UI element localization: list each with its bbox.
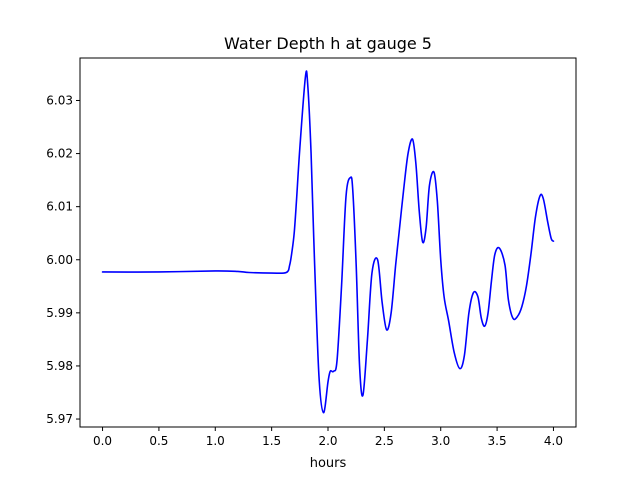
data-layer <box>101 70 555 414</box>
x-tick-label: 1.0 <box>206 434 225 448</box>
y-tick-label: 5.97 <box>46 412 73 426</box>
x-tick-label: 2.0 <box>318 434 337 448</box>
x-axis-ticks: 0.0 0.5 1.0 1.5 2.0 2.5 3.0 3.5 4.0 <box>93 427 563 448</box>
x-tick-label: 4.0 <box>544 434 563 448</box>
x-tick-label: 0.5 <box>149 434 168 448</box>
x-tick-label: 1.5 <box>262 434 281 448</box>
water-depth-series-line <box>101 70 555 414</box>
y-tick-label: 6.03 <box>46 93 73 107</box>
y-tick-label: 5.99 <box>46 306 73 320</box>
x-tick-label: 2.5 <box>375 434 394 448</box>
y-tick-label: 6.00 <box>46 253 73 267</box>
y-axis-ticks: 5.97 5.98 5.99 6.00 6.01 6.02 6.03 <box>46 93 80 426</box>
x-tick-label: 3.0 <box>431 434 450 448</box>
x-axis-label: hours <box>310 456 347 471</box>
y-tick-label: 6.01 <box>46 200 73 214</box>
plot-area-frame <box>79 57 577 428</box>
x-tick-label: 3.5 <box>488 434 507 448</box>
chart-title: Water Depth h at gauge 5 <box>224 34 432 53</box>
y-tick-label: 6.02 <box>46 147 73 161</box>
x-tick-label: 0.0 <box>93 434 112 448</box>
y-tick-label: 5.98 <box>46 359 73 373</box>
